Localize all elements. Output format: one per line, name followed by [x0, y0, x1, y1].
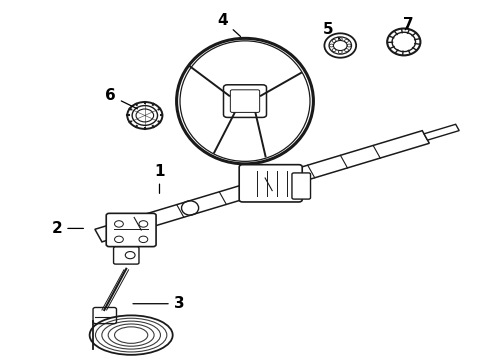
Ellipse shape: [127, 102, 162, 129]
Text: 1: 1: [154, 163, 165, 193]
FancyBboxPatch shape: [239, 165, 302, 202]
Text: 3: 3: [133, 296, 184, 311]
Ellipse shape: [387, 28, 420, 55]
Polygon shape: [95, 131, 429, 242]
FancyBboxPatch shape: [223, 85, 267, 117]
Polygon shape: [424, 124, 459, 140]
Text: 4: 4: [218, 13, 241, 36]
Ellipse shape: [324, 33, 356, 58]
FancyBboxPatch shape: [114, 247, 139, 264]
Text: 7: 7: [403, 17, 414, 32]
FancyBboxPatch shape: [106, 213, 156, 247]
FancyBboxPatch shape: [93, 307, 117, 324]
FancyBboxPatch shape: [230, 90, 260, 112]
Text: 6: 6: [105, 88, 138, 109]
Text: 5: 5: [323, 22, 340, 40]
FancyBboxPatch shape: [292, 173, 311, 199]
Text: 2: 2: [51, 221, 83, 236]
